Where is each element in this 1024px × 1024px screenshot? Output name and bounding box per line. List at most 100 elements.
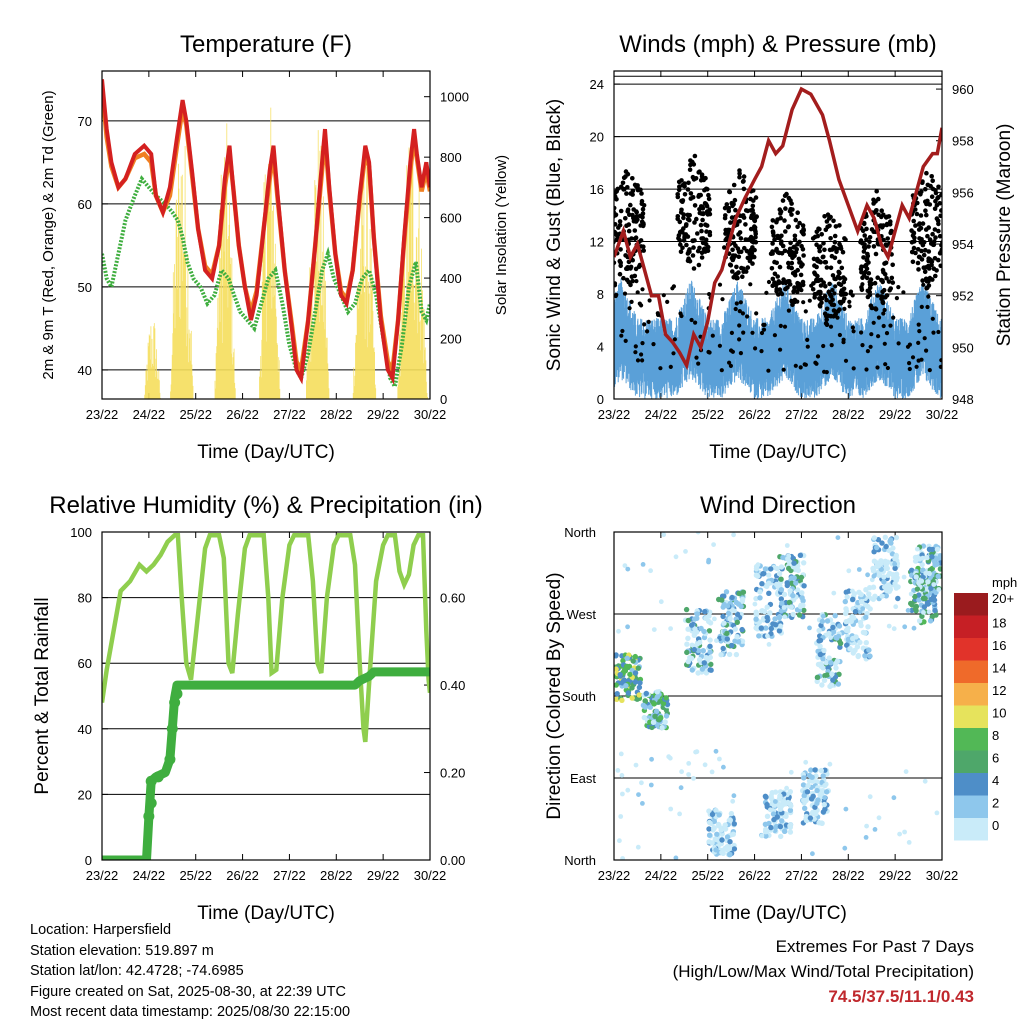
x-tick-label: 28/22 <box>320 868 353 883</box>
gust-point <box>909 249 915 255</box>
gust-point <box>875 275 880 281</box>
gust-point <box>682 181 687 186</box>
chart-title: Relative Humidity (%) & Precipitation (i… <box>49 492 482 519</box>
gust-point <box>690 174 696 180</box>
gust-point <box>929 174 934 179</box>
gust-point <box>862 242 867 247</box>
gust-point <box>777 250 782 256</box>
gust-point <box>918 192 923 197</box>
direction-point <box>759 608 765 614</box>
direction-point <box>801 775 807 781</box>
direction-point <box>756 633 762 639</box>
direction-point <box>863 640 869 646</box>
gust-point <box>717 282 723 287</box>
gust-point <box>885 236 890 241</box>
gust-point <box>874 188 879 194</box>
gust-point <box>839 288 845 293</box>
gust-point <box>815 273 820 279</box>
legend-swatch <box>954 750 988 773</box>
gust-point <box>786 195 792 201</box>
gust-point <box>850 325 856 330</box>
gust-point <box>731 275 736 280</box>
direction-point <box>728 810 735 817</box>
gust-point <box>623 216 628 221</box>
gust-point <box>729 215 735 220</box>
gust-point <box>882 341 887 346</box>
legend-label: 18 <box>992 616 1006 631</box>
gust-point <box>737 219 742 224</box>
gust-point <box>748 226 754 232</box>
gust-point <box>924 201 929 207</box>
direction-point <box>714 831 720 837</box>
direction-point <box>865 572 870 578</box>
gust-point <box>792 233 798 239</box>
y-tick-label-right: 0 <box>440 392 447 407</box>
y-tick-label: South <box>562 689 596 704</box>
gust-point <box>614 222 618 227</box>
direction-point <box>658 599 664 605</box>
gust-point <box>812 234 818 240</box>
direction-point <box>652 713 658 719</box>
extremes-subheading: (High/Low/Max Wind/Total Precipitation) <box>672 962 974 981</box>
gust-point <box>693 320 698 325</box>
gust-point <box>703 222 708 227</box>
direction-point <box>730 798 736 804</box>
gust-point <box>681 215 686 221</box>
gust-point <box>761 327 767 332</box>
direction-point <box>619 680 625 686</box>
gust-point <box>821 254 826 260</box>
direction-point <box>936 587 942 592</box>
gust-point <box>823 284 828 289</box>
direction-point <box>886 547 892 554</box>
gust-point <box>925 233 930 239</box>
direction-point <box>895 595 901 602</box>
gust-point <box>864 237 869 242</box>
direction-point <box>783 801 789 807</box>
gust-point <box>753 229 758 234</box>
gust-point <box>860 282 865 287</box>
gust-point <box>939 208 942 213</box>
gust-point <box>868 344 873 349</box>
gust-point <box>790 302 795 308</box>
gust-point <box>707 350 712 355</box>
direction-point <box>850 596 856 602</box>
gust-point <box>936 184 941 190</box>
direction-point <box>822 782 828 789</box>
gust-point <box>725 231 731 236</box>
gust-point <box>722 245 727 250</box>
gust-point <box>866 260 871 265</box>
extremes-heading: Extremes For Past 7 Days <box>775 937 974 956</box>
gust-point <box>691 245 696 250</box>
direction-point <box>768 625 774 632</box>
direction-point <box>730 831 736 837</box>
gust-point <box>685 251 691 256</box>
gust-point <box>679 229 684 234</box>
y-tick-label: 20 <box>590 130 604 145</box>
direction-point <box>800 782 807 788</box>
direction-point <box>629 685 635 691</box>
direction-point <box>691 616 698 622</box>
gust-point <box>703 175 708 181</box>
pressure-series <box>614 86 942 371</box>
direction-point <box>739 626 745 633</box>
gust-point <box>789 260 795 266</box>
precip-series <box>102 667 430 860</box>
direction-point <box>709 811 716 818</box>
gust-point <box>883 362 888 367</box>
x-tick-label: 30/22 <box>414 868 447 883</box>
gust-point <box>835 315 840 320</box>
gust-point <box>628 191 633 196</box>
direction-point <box>916 597 922 603</box>
gust-point <box>840 249 846 255</box>
direction-point <box>887 586 894 593</box>
direction-point <box>862 630 868 636</box>
gust-point <box>818 283 824 288</box>
gust-point <box>843 358 849 363</box>
direction-point <box>707 637 713 643</box>
gust-point <box>701 211 706 217</box>
direction-point <box>808 796 815 802</box>
direction-point <box>617 672 623 678</box>
gust-point <box>629 274 635 280</box>
direction-point <box>731 532 736 538</box>
gust-point <box>935 196 940 201</box>
